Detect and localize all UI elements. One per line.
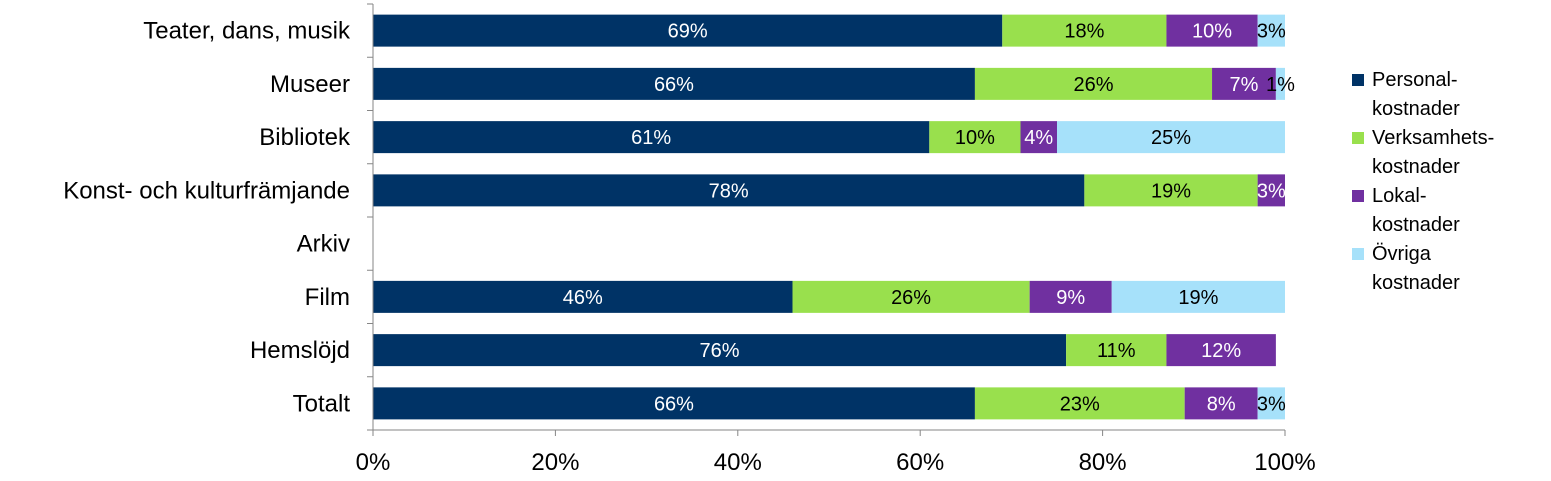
legend-swatch — [1352, 74, 1364, 86]
bar-segment — [373, 387, 975, 420]
data-label: 78% — [709, 180, 749, 202]
category-label: Film — [305, 284, 350, 311]
data-label: 1% — [1266, 74, 1295, 96]
axes: Teater, dans, musik Museer Bibliotek Konst-… — [63, 3, 1316, 476]
data-label: 19% — [1178, 287, 1218, 309]
bar-row: 76% 11% 12% — [373, 334, 1276, 367]
bar-segment — [1184, 387, 1258, 420]
legend-swatch — [1352, 132, 1364, 144]
bar-segment — [373, 334, 1067, 367]
data-label: 11% — [1097, 340, 1136, 362]
bar-segment — [373, 174, 1085, 207]
legend-item: Lokal-kostnader — [1352, 185, 1460, 236]
data-label: 76% — [700, 340, 740, 362]
bar-segment — [373, 14, 1003, 47]
bar-segment — [373, 121, 930, 154]
bar-segment — [1257, 14, 1285, 47]
data-label: 26% — [891, 287, 931, 309]
bar-segment — [1057, 121, 1285, 154]
bar-segment — [373, 67, 975, 100]
data-label: 66% — [654, 74, 694, 96]
data-label: 3% — [1257, 180, 1286, 202]
category-label: Hemslöjd — [250, 337, 350, 364]
data-label: 7% — [1230, 74, 1259, 96]
data-label: 61% — [631, 127, 671, 149]
bar-segment — [1166, 14, 1258, 47]
bar-row: 78% 19% 3% — [373, 174, 1286, 207]
legend: Personal-kostnaderVerksamhets-kostnaderL… — [1352, 69, 1494, 294]
legend-item: Övriga kostnader — [1352, 243, 1460, 294]
bar-segment — [1084, 174, 1258, 207]
bar-segment — [1066, 334, 1167, 367]
bar-segment — [974, 67, 1213, 100]
category-label: Totalt — [293, 390, 351, 417]
legend-item: Personal-kostnader — [1352, 69, 1460, 120]
bar-row: 66% 26% 7% 1% — [373, 67, 1295, 100]
category-label: Teater, dans, musik — [143, 18, 351, 45]
legend-label: kostnader — [1372, 272, 1460, 294]
bar-segment — [929, 121, 1021, 154]
legend-label: Verksamhets- — [1372, 127, 1494, 149]
data-label: 66% — [654, 393, 694, 415]
bar-segment — [1020, 121, 1057, 154]
legend-label: Lokal- — [1372, 185, 1426, 207]
bars-layer: 69% 18% 10% 3% 66% 26% 7% 1% 61% 10% 4% 25% 78% 19% 3%… — [373, 14, 1295, 420]
data-label: 4% — [1024, 127, 1053, 149]
x-tick-label: 60% — [896, 449, 944, 476]
legend-label: kostnader — [1372, 98, 1460, 120]
data-label: 3% — [1257, 21, 1286, 43]
x-tick-label: 40% — [714, 449, 762, 476]
data-label: 12% — [1201, 340, 1241, 362]
data-label: 18% — [1064, 21, 1104, 43]
x-tick-label: 20% — [531, 449, 579, 476]
data-label: 9% — [1056, 287, 1085, 309]
bar-row: 66% 23% 8% 3% — [373, 387, 1286, 420]
legend-swatch — [1352, 190, 1364, 202]
data-label: 19% — [1151, 180, 1191, 202]
x-tick-label: 100% — [1254, 449, 1315, 476]
x-tick-label: 0% — [356, 449, 391, 476]
data-label: 3% — [1257, 393, 1286, 415]
data-label: 25% — [1151, 127, 1191, 149]
bar-segment — [1275, 67, 1285, 100]
bar-segment — [1212, 67, 1276, 100]
data-label: 8% — [1207, 393, 1236, 415]
legend-label: Övriga — [1372, 243, 1432, 265]
bar-segment — [974, 387, 1185, 420]
category-label: Museer — [270, 71, 350, 98]
data-label: 23% — [1060, 393, 1100, 415]
data-label: 10% — [955, 127, 995, 149]
data-label: 10% — [1192, 21, 1232, 43]
category-label: Arkiv — [297, 231, 350, 258]
legend-item: Verksamhets-kostnader — [1352, 127, 1494, 178]
data-label: 46% — [563, 287, 603, 309]
data-label: 26% — [1073, 74, 1113, 96]
bar-segment — [1257, 174, 1285, 207]
category-label: Bibliotek — [259, 124, 351, 151]
x-tick-label: 80% — [1079, 449, 1127, 476]
legend-label: Personal- — [1372, 69, 1458, 91]
legend-label: kostnader — [1372, 214, 1460, 236]
bar-segment — [1166, 334, 1276, 367]
bar-segment — [792, 280, 1030, 313]
bar-segment — [373, 280, 793, 313]
legend-swatch — [1352, 248, 1364, 260]
bar-segment — [1111, 280, 1285, 313]
bar-segment — [1029, 280, 1112, 313]
bar-row: 61% 10% 4% 25% — [373, 121, 1285, 154]
bar-segment — [1002, 14, 1167, 47]
category-label: Konst- och kulturfrämjande — [63, 177, 350, 204]
bar-row: 46% 26% 9% 19% — [373, 280, 1285, 313]
bar-row: 69% 18% 10% 3% — [373, 14, 1286, 47]
bar-segment — [1257, 387, 1285, 420]
data-label: 69% — [668, 21, 708, 43]
legend-label: kostnader — [1372, 156, 1460, 178]
